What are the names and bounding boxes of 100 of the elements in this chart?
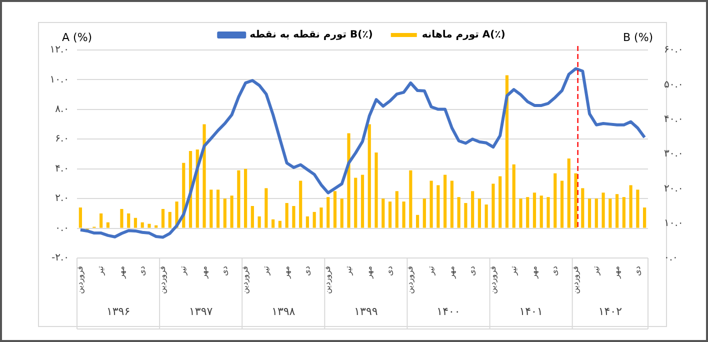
- bar: [519, 198, 522, 228]
- x-tick-label: فروردین: [323, 266, 332, 294]
- bar: [360, 174, 364, 228]
- bar: [285, 203, 288, 228]
- x-tick-label: تیر: [344, 266, 353, 276]
- bar: [484, 204, 488, 228]
- bar: [354, 178, 358, 228]
- bar: [272, 219, 275, 228]
- x-tick-label: مهر: [364, 266, 374, 280]
- bar: [436, 185, 440, 228]
- bar: [554, 173, 557, 228]
- bar: [168, 212, 172, 228]
- bar: [140, 222, 144, 228]
- bar: [237, 170, 240, 228]
- bar: [567, 158, 570, 228]
- x-tick-label: تیر: [178, 266, 188, 276]
- bar: [622, 197, 626, 228]
- y-tick-label: ۱۰.۰: [50, 74, 69, 86]
- bar: [546, 197, 550, 228]
- bar: [299, 180, 302, 228]
- bar: [347, 133, 350, 228]
- text: ۱۳۹۶: [106, 304, 130, 318]
- bar: [532, 192, 536, 228]
- bar: [210, 190, 213, 228]
- bar: [498, 176, 502, 228]
- bar: [382, 198, 385, 228]
- y2-tick-label: ۶۰.۰: [664, 44, 684, 56]
- y2-tick-label: ۴۰.۰: [664, 114, 684, 125]
- bar: [478, 198, 481, 228]
- y2-tick-label: ۵۰.۰: [664, 79, 684, 90]
- bar: [120, 208, 124, 228]
- bar: [388, 202, 392, 228]
- x-tick-label: تیر: [261, 266, 270, 276]
- bar: [100, 213, 103, 228]
- y-tick-label: ۲.۰: [55, 193, 69, 204]
- bar: [450, 180, 454, 228]
- bar: [202, 124, 206, 228]
- x-tick-label: دی: [550, 266, 560, 276]
- x-tick-label: دی: [220, 266, 229, 276]
- x-tick-label: مهر: [447, 266, 456, 280]
- text: ۱۴۰۲: [598, 304, 622, 318]
- bar: [526, 197, 530, 228]
- text: ۱۳۹۹: [354, 304, 378, 318]
- y-tick-label: -۲.۰: [51, 252, 69, 264]
- bar: [512, 164, 516, 228]
- bar: [457, 197, 460, 228]
- x-tick-label: مهر: [612, 266, 622, 280]
- x-tick-label: فروردین: [570, 266, 580, 294]
- bar: [492, 184, 495, 228]
- text: ۱۴۰۰: [436, 304, 460, 318]
- bar: [615, 194, 619, 228]
- x-tick-label: مهر: [116, 266, 126, 280]
- bar: [326, 197, 330, 228]
- x-tick-label: تیر: [426, 266, 436, 276]
- bar: [416, 214, 420, 228]
- legend-label: تورم نقطه به نقطه B(٪): [250, 30, 373, 41]
- bar: [594, 198, 598, 228]
- bar: [608, 198, 612, 228]
- bar: [106, 222, 110, 228]
- bar: [292, 206, 296, 228]
- x-tick-label: دی: [468, 266, 477, 276]
- x-tick-label: تیر: [508, 266, 518, 276]
- text: ۱۳۹۸: [272, 304, 296, 318]
- bar: [402, 202, 406, 228]
- bar: [643, 207, 646, 228]
- x-tick-label: مهر: [199, 266, 208, 280]
- bar: [244, 168, 248, 228]
- bar: [540, 196, 543, 228]
- bar: [395, 191, 398, 228]
- y-tick-label: ۶.۰: [55, 134, 69, 145]
- x-tick-label: دی: [385, 266, 394, 276]
- y-tick-label: ۰.۰: [55, 222, 69, 234]
- bar: [444, 174, 447, 228]
- bar: [216, 190, 220, 228]
- y-tick-label: ۴.۰: [55, 163, 69, 174]
- bar: [340, 198, 344, 228]
- bar: [636, 190, 640, 228]
- y2-tick-label: ۲۰.۰: [664, 183, 684, 194]
- bar: [250, 206, 254, 228]
- bar: [154, 225, 158, 228]
- text: ۱۳۹۷: [189, 304, 213, 318]
- x-tick-label: فروردین: [406, 266, 415, 294]
- x-tick-label: دی: [632, 266, 642, 276]
- x-tick-label: دی: [302, 266, 312, 276]
- y2-tick-label: ۰.۰: [664, 252, 678, 264]
- x-tick-label: فروردین: [158, 266, 168, 294]
- x-tick-label: مهر: [530, 266, 539, 280]
- x-tick-label: تیر: [591, 266, 600, 276]
- bar: [78, 207, 82, 228]
- bar: [560, 180, 564, 228]
- bar: [230, 196, 234, 228]
- bar: [464, 203, 468, 228]
- bar: [430, 180, 433, 228]
- bar: [161, 208, 165, 228]
- x-tick-label: فروردین: [488, 266, 498, 294]
- text: ۱۴۰۱: [519, 304, 543, 318]
- bar: [471, 191, 474, 228]
- bar: [223, 198, 226, 228]
- legend-label: تورم ماهانه A(٪): [422, 30, 506, 41]
- x-tick-label: دی: [137, 266, 146, 276]
